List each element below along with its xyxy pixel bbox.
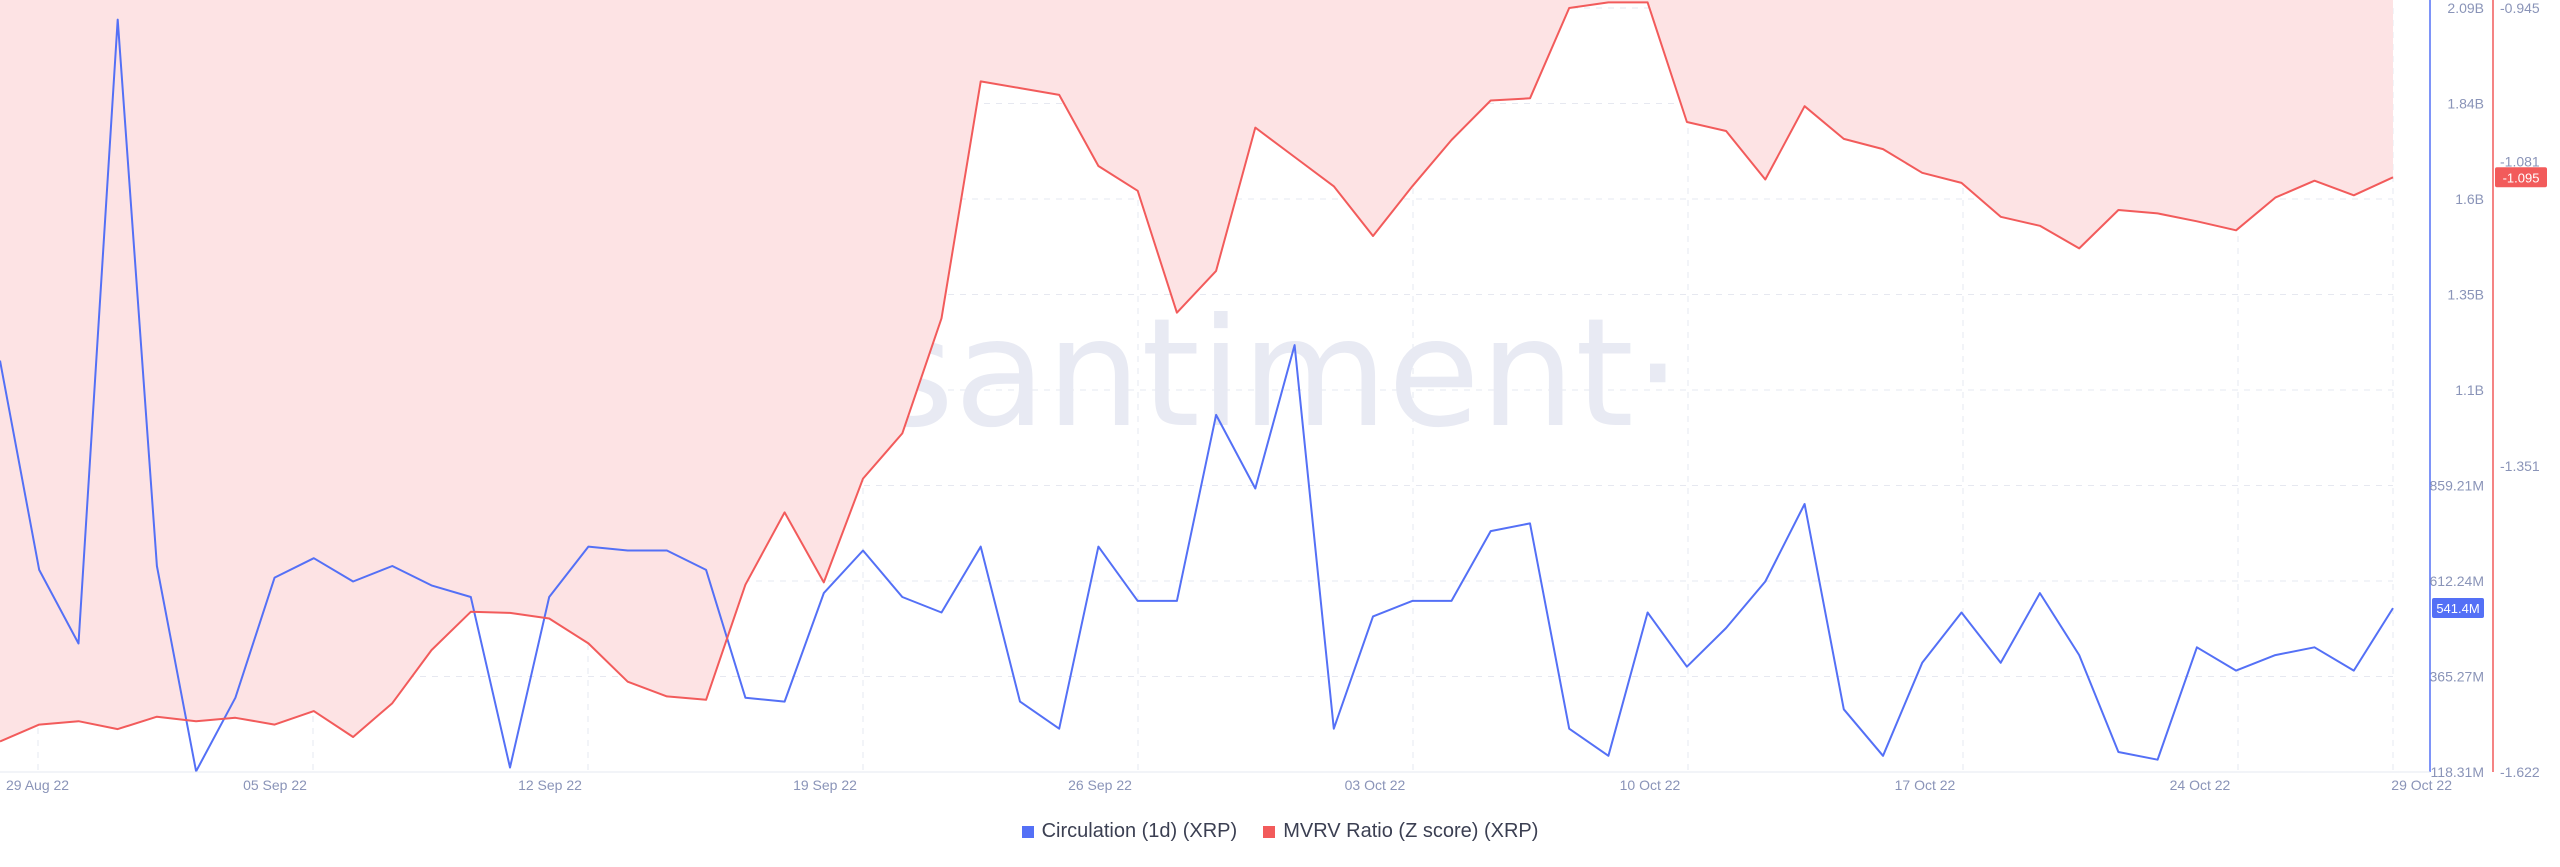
left-tick-label: 2.09B [2447,0,2484,16]
mvrv-value-badge [2495,167,2547,188]
mvrv-area-fill [0,0,2393,742]
legend-item-mvrv[interactable]: MVRV Ratio (Z score) (XRP) [1263,820,1538,843]
left-tick-label: 1.1B [2455,382,2484,398]
left-tick-label: 1.6B [2455,191,2484,207]
axes [0,0,2494,773]
circulation-value-badge-text: 541.4M [2436,601,2479,616]
legend-item-circulation[interactable]: Circulation (1d) (XRP) [1021,820,1238,843]
x-tick-label: 29 Aug 22 [6,777,69,793]
legend-swatch-circulation [1021,825,1034,838]
x-tick-label: 26 Sep 22 [1068,777,1132,793]
circulation-value-badge [2432,598,2484,619]
x-tick-label: 10 Oct 22 [1620,777,1681,793]
right-tick-label: -1.622 [2500,764,2540,780]
x-axis-ticks: 29 Aug 22 05 Sep 22 12 Sep 22 19 Sep 22 26 S… [6,777,2452,793]
circulation-line [0,18,2394,773]
mvrv-area [0,0,2393,742]
legend: Circulation (1d) (XRP) MVRV Ratio (Z sco… [0,820,2560,843]
right-tick-label: -1.081 [2500,153,2540,169]
x-tick-label: 12 Sep 22 [518,777,582,793]
left-tick-label: 365.27M [2430,669,2484,685]
left-tick-label: 612.24M [2430,573,2484,589]
left-axis-ticks: 2.09B 1.84B 1.6B 1.35B 1.1B 859.21M 612.24M 365… [2430,0,2484,780]
series-lines [0,1,2394,773]
left-tick-label: 1.84B [2447,96,2484,112]
mvrv-value-badge-text: -1.095 [2503,170,2540,185]
right-tick-label: -1.351 [2500,458,2540,474]
right-axis-ticks: -0.945 -1.081 -1.351 -1.622 [2500,0,2540,780]
mvrv-line [0,1,2394,743]
left-tick-label: 1.35B [2447,287,2484,303]
right-tick-label: -0.945 [2500,0,2540,16]
legend-label-mvrv: MVRV Ratio (Z score) (XRP) [1283,820,1539,842]
legend-swatch-mvrv [1263,825,1276,838]
x-tick-label: 03 Oct 22 [1345,777,1406,793]
left-tick-label: 859.21M [2430,478,2484,494]
x-tick-label: 17 Oct 22 [1895,777,1956,793]
current-value-badges: 541.4M -1.095 [2432,167,2547,619]
legend-label-circulation: Circulation (1d) (XRP) [1041,820,1238,842]
x-tick-label: 24 Oct 22 [2170,777,2231,793]
left-tick-label: 118.31M [2431,764,2484,780]
watermark: ·santiment· [828,287,1681,461]
x-tick-label: 29 Oct 22 [2391,777,2452,793]
x-tick-label: 05 Sep 22 [243,777,307,793]
x-tick-label: 19 Sep 22 [793,777,857,793]
